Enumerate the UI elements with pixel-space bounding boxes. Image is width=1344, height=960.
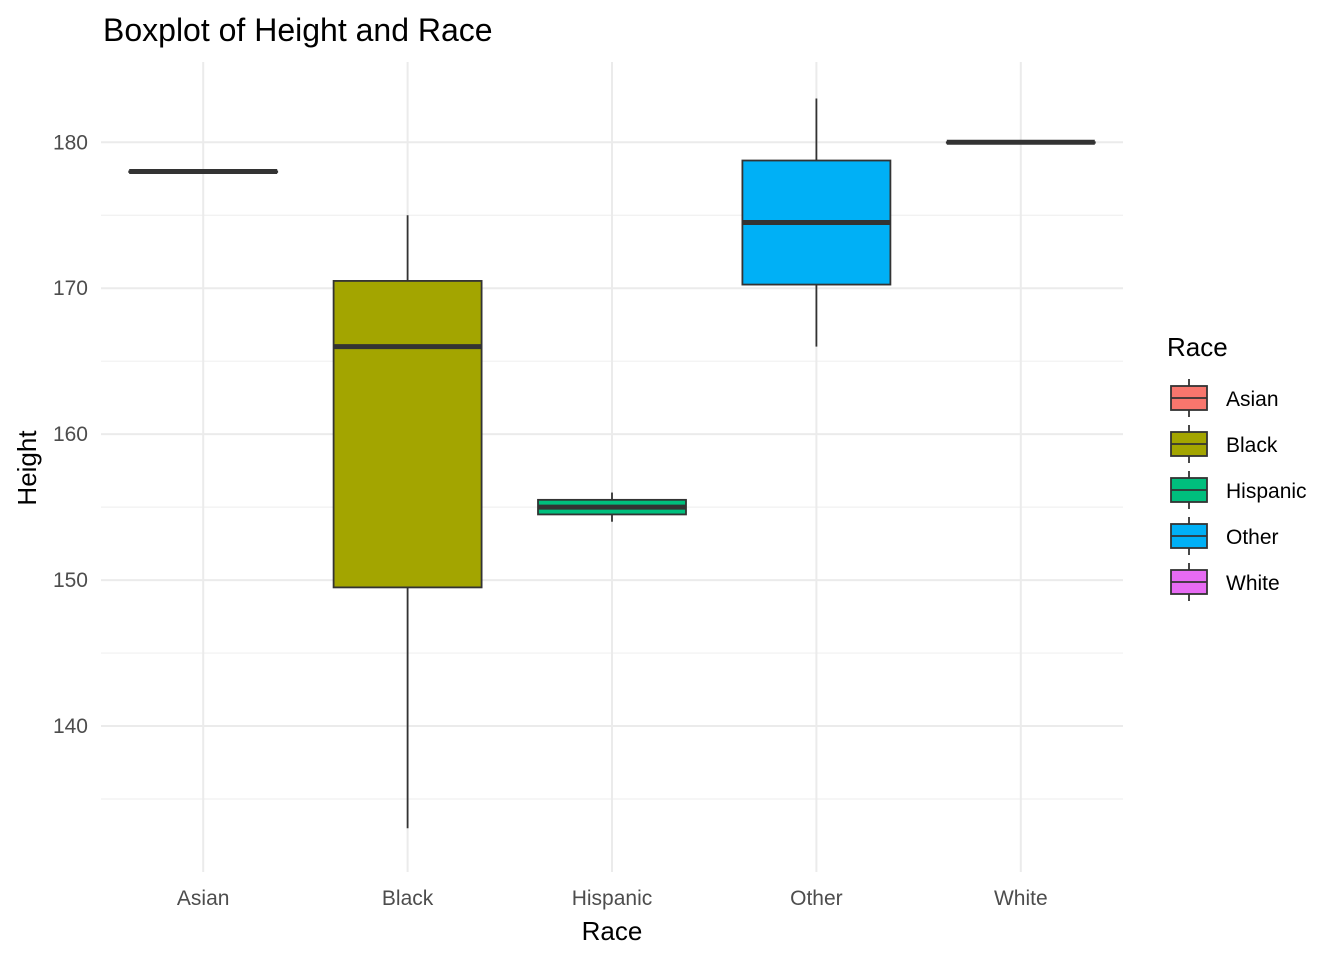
legend-label-hispanic: Hispanic <box>1226 480 1307 503</box>
box-black <box>332 215 483 829</box>
x-axis-ticks: Asian Black Hispanic Other White <box>177 887 1048 910</box>
chart-title: Boxplot of Height and Race <box>103 12 493 48</box>
legend-label-white: White <box>1226 572 1280 595</box>
y-tick-label: 170 <box>53 277 88 300</box>
y-tick-label: 150 <box>53 569 88 592</box>
legend-label-other: Other <box>1226 526 1279 549</box>
y-tick-label: 180 <box>53 131 88 154</box>
x-tick-label: Hispanic <box>572 887 653 910</box>
legend-title: Race <box>1167 332 1228 362</box>
y-tick-label: 140 <box>53 715 88 738</box>
legend-item-black: Black <box>1170 425 1278 463</box>
x-tick-label: Other <box>790 887 843 910</box>
boxes <box>128 98 1096 829</box>
box-other <box>741 98 892 347</box>
legend-item-asian: Asian <box>1170 379 1279 417</box>
y-axis-title: Height <box>12 430 42 506</box>
legend: Race Asian Black Hispanic Other White <box>1167 332 1307 601</box>
legend-label-black: Black <box>1226 434 1278 457</box>
y-axis-ticks: 140 150 160 170 180 <box>53 131 88 738</box>
box-body-black <box>332 280 483 589</box>
x-tick-label: Asian <box>177 887 230 910</box>
x-tick-label: Black <box>382 887 434 910</box>
legend-item-other: Other <box>1170 517 1279 555</box>
box-hispanic <box>537 492 687 522</box>
legend-item-hispanic: Hispanic <box>1170 471 1307 509</box>
box-white <box>945 139 1096 145</box>
legend-item-white: White <box>1170 563 1280 601</box>
x-axis-title: Race <box>582 916 643 946</box>
box-asian <box>128 168 279 174</box>
y-tick-label: 160 <box>53 423 88 446</box>
grid <box>101 62 1123 872</box>
legend-label-asian: Asian <box>1226 388 1279 411</box>
x-tick-label: White <box>994 887 1048 910</box>
